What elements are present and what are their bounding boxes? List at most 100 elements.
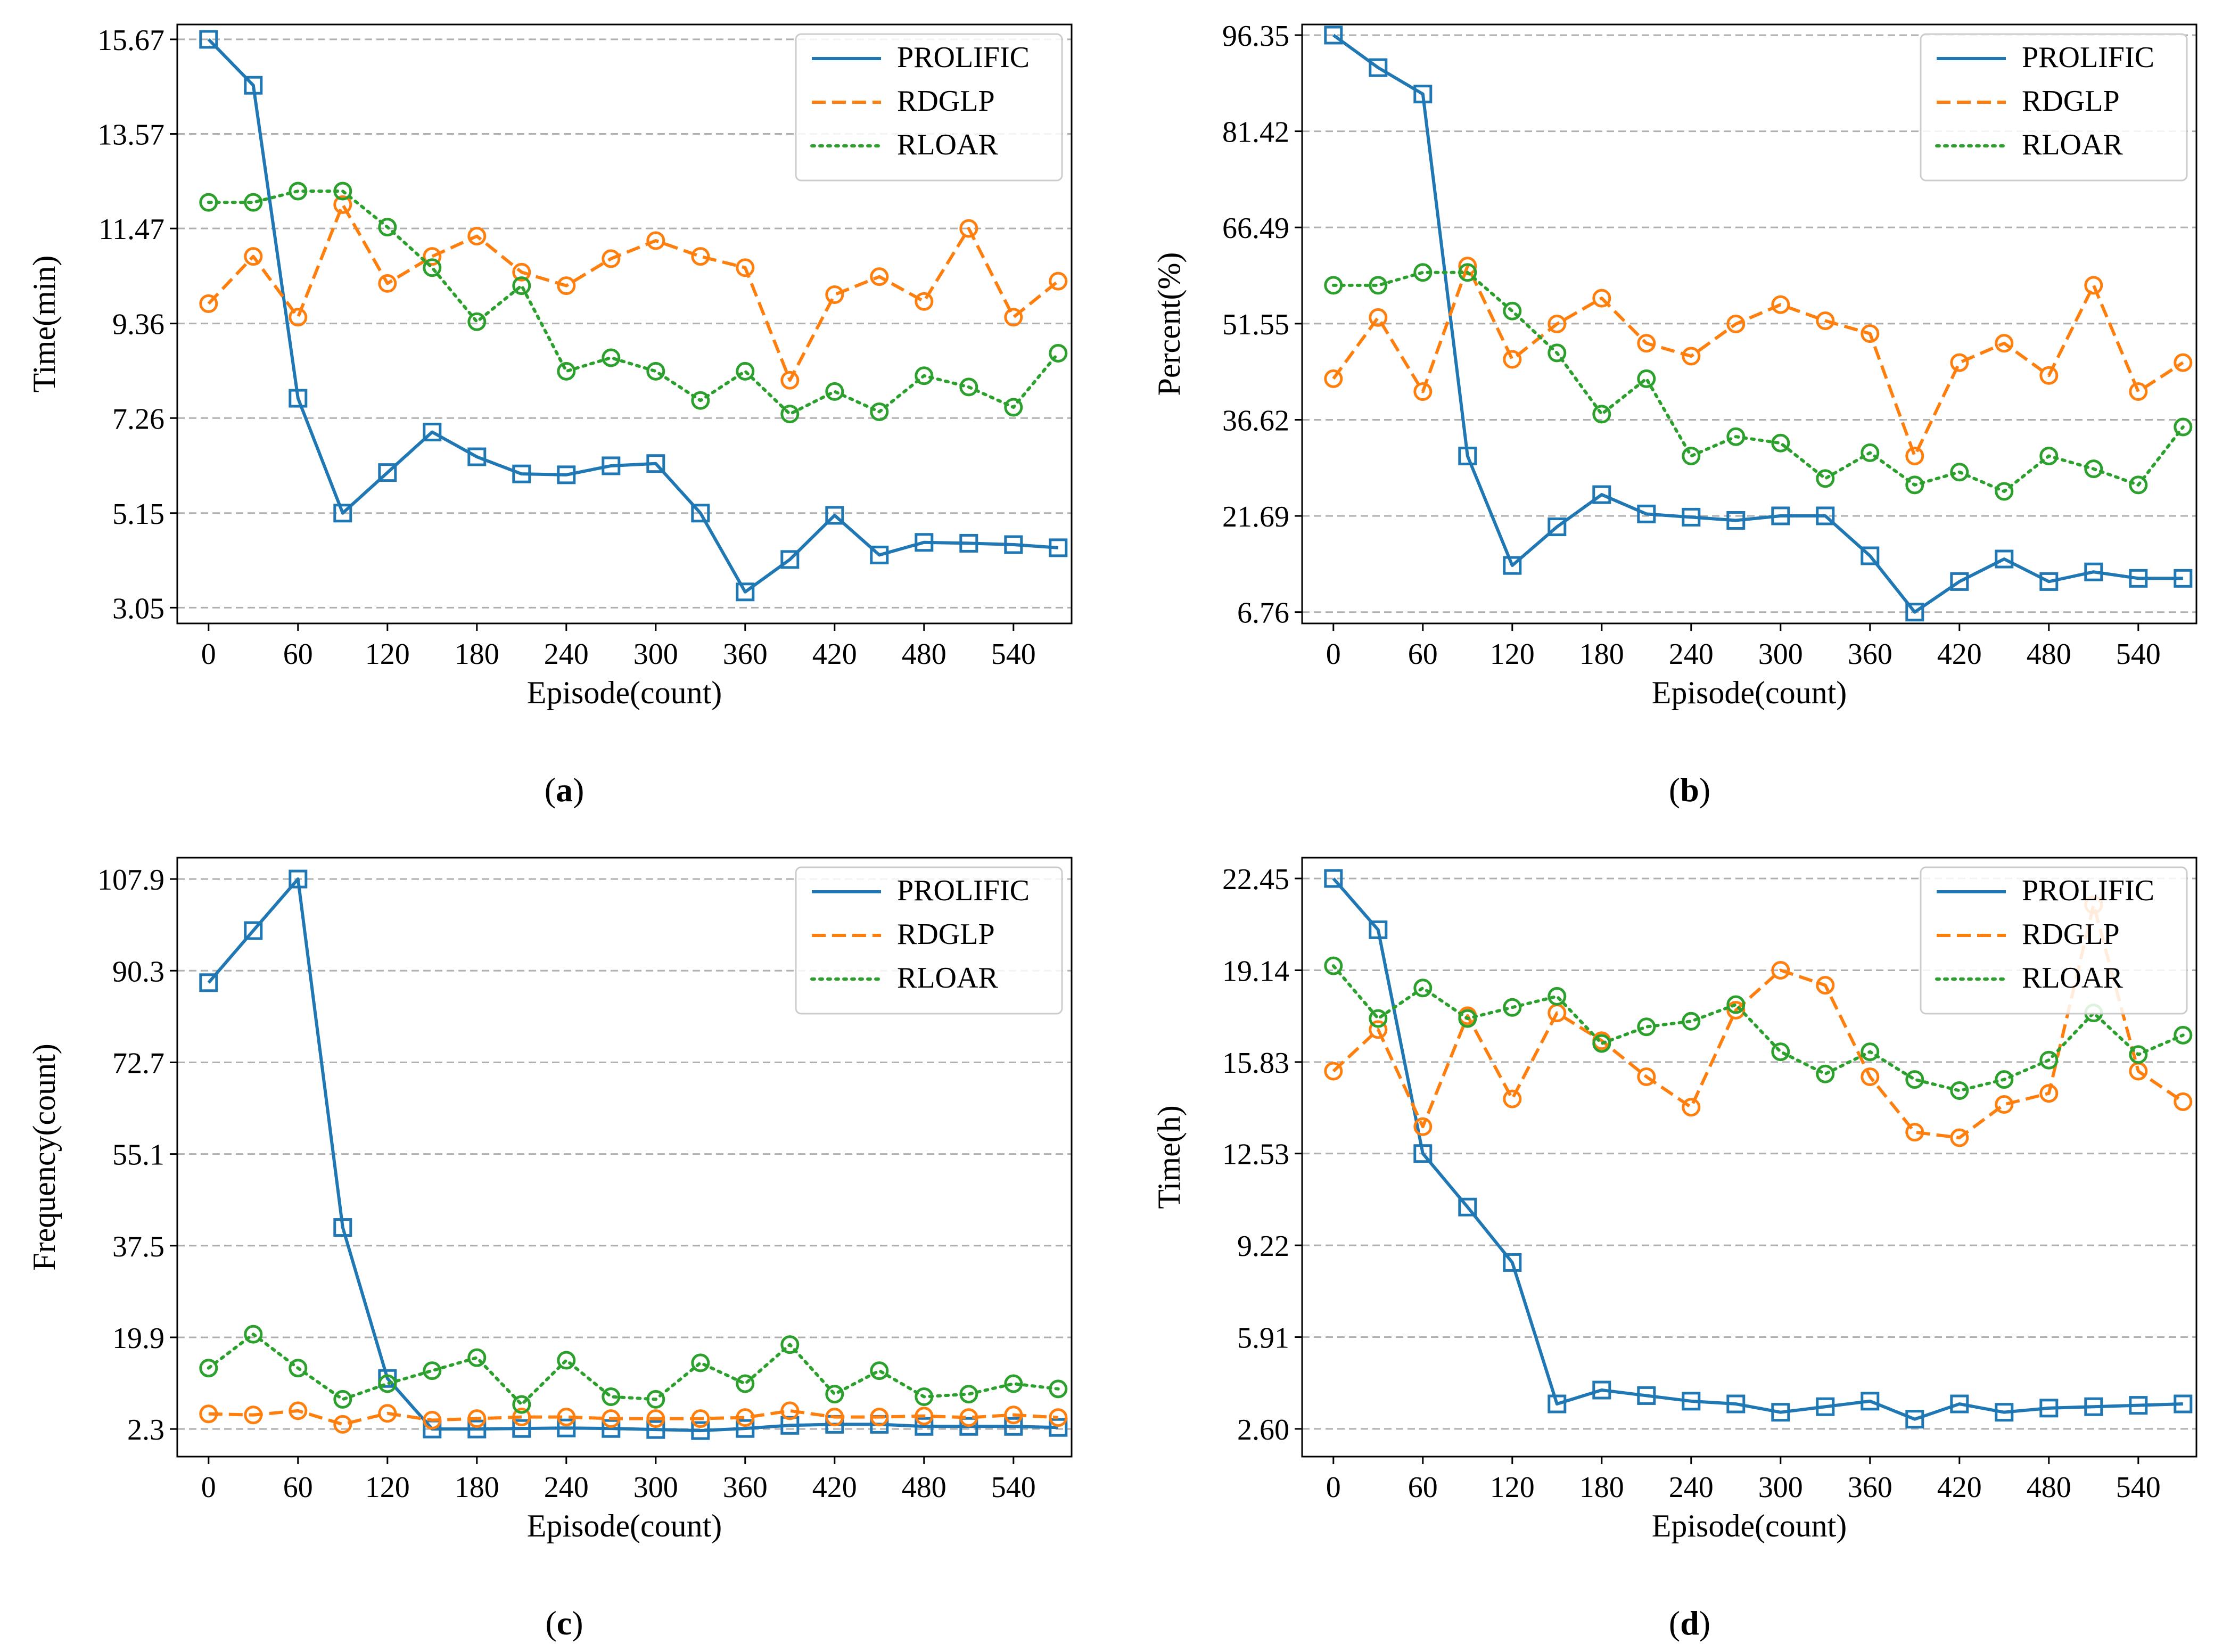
y-tick-label: 9.36 bbox=[112, 308, 164, 341]
data-point-rloar bbox=[423, 258, 442, 277]
data-point-rdglp bbox=[1816, 976, 1835, 995]
y-tick-label: 21.69 bbox=[1222, 500, 1289, 533]
data-point-prolific bbox=[602, 456, 621, 475]
data-point-rloar bbox=[780, 1335, 800, 1354]
data-point-rloar bbox=[2174, 1025, 2193, 1045]
data-point-prolific bbox=[199, 30, 218, 49]
data-point-rdglp bbox=[2039, 366, 2059, 385]
data-point-rdglp bbox=[557, 1408, 576, 1427]
x-tick-label: 120 bbox=[1490, 1471, 1535, 1504]
data-point-prolific bbox=[289, 389, 308, 408]
legend-label-prolific: PROLIFIC bbox=[897, 41, 1030, 74]
data-point-rloar bbox=[1637, 369, 1656, 388]
x-tick-label: 360 bbox=[723, 638, 768, 671]
legend-label-prolific: PROLIFIC bbox=[2022, 41, 2154, 74]
x-tick-label: 360 bbox=[1848, 638, 1892, 671]
data-point-rloar bbox=[1592, 405, 1611, 424]
legend-label-rdglp: RDGLP bbox=[2022, 85, 2120, 118]
y-tick-label: 107.9 bbox=[97, 864, 164, 897]
data-point-rloar bbox=[1905, 475, 1924, 495]
data-point-rloar bbox=[1004, 1374, 1023, 1393]
data-point-rdglp bbox=[2174, 1092, 2193, 1111]
data-point-rloar bbox=[1726, 427, 1746, 446]
x-tick-label: 240 bbox=[1669, 638, 1714, 671]
x-tick-label: 480 bbox=[902, 1471, 946, 1504]
x-tick-label: 420 bbox=[812, 638, 857, 671]
data-point-prolific bbox=[1771, 1403, 1790, 1422]
data-point-prolific bbox=[333, 1218, 352, 1237]
data-point-rdglp bbox=[736, 258, 755, 277]
legend-box bbox=[1920, 866, 2188, 1015]
data-point-prolific bbox=[646, 1420, 665, 1439]
data-point-rloar bbox=[1637, 1017, 1656, 1037]
x-axis-label: Episode(count) bbox=[527, 1508, 722, 1543]
data-point-rloar bbox=[1950, 463, 1969, 482]
data-point-prolific bbox=[2084, 562, 2103, 581]
data-point-prolific bbox=[1637, 504, 1656, 523]
data-point-prolific bbox=[1861, 546, 1880, 565]
panel-caption: (b) bbox=[1669, 771, 1710, 809]
data-point-prolific bbox=[1726, 511, 1746, 530]
x-tick-label: 0 bbox=[201, 638, 216, 671]
x-tick-label: 300 bbox=[633, 638, 678, 671]
x-tick-label: 0 bbox=[1326, 1471, 1341, 1504]
series-line-rloar bbox=[207, 189, 1060, 416]
legend-label-prolific: PROLIFIC bbox=[897, 874, 1030, 907]
data-point-rdglp bbox=[602, 249, 621, 268]
y-tick-label: 15.67 bbox=[97, 24, 164, 57]
data-point-rdglp bbox=[2129, 382, 2148, 401]
chart-panel-a: 3.05 5.15 7.26 9.36 11.47 13.57 15.67 0 60 120 180… bbox=[27, 23, 1073, 809]
data-point-rdglp bbox=[467, 227, 487, 246]
x-tick-label: 60 bbox=[1408, 1471, 1438, 1504]
x-tick-label: 240 bbox=[1669, 1471, 1714, 1504]
data-point-rloar bbox=[199, 1359, 218, 1378]
data-point-prolific bbox=[2039, 1399, 2059, 1418]
data-point-prolific bbox=[1004, 535, 1023, 554]
data-point-rdglp bbox=[1637, 1067, 1656, 1086]
legend-label-rdglp: RDGLP bbox=[897, 918, 995, 951]
data-point-prolific bbox=[1861, 1392, 1880, 1411]
data-point-prolific bbox=[1995, 549, 2014, 569]
data-point-rloar bbox=[333, 1390, 352, 1409]
y-tick-label: 5.15 bbox=[112, 498, 164, 531]
y-tick-label: 96.35 bbox=[1222, 20, 1289, 53]
data-point-rloar bbox=[959, 377, 978, 397]
data-point-prolific bbox=[959, 1417, 978, 1436]
data-point-rdglp bbox=[915, 1407, 934, 1426]
data-point-rloar bbox=[1049, 343, 1068, 363]
data-point-prolific bbox=[467, 447, 487, 466]
data-point-prolific bbox=[1726, 1394, 1746, 1413]
data-point-prolific bbox=[1458, 1197, 1477, 1217]
data-point-prolific bbox=[1413, 1144, 1433, 1163]
data-point-rdglp bbox=[736, 1408, 755, 1427]
data-point-prolific bbox=[2039, 572, 2059, 591]
data-point-rdglp bbox=[289, 1401, 308, 1420]
data-point-rdglp bbox=[1049, 272, 1068, 291]
data-point-rloar bbox=[2129, 475, 2148, 495]
data-point-prolific bbox=[1592, 1380, 1611, 1400]
data-point-rloar bbox=[512, 276, 531, 295]
data-point-prolific bbox=[423, 423, 442, 442]
data-point-rdglp bbox=[378, 1404, 397, 1423]
data-point-rloar bbox=[1771, 433, 1790, 453]
data-point-prolific bbox=[557, 1418, 576, 1437]
data-point-rdglp bbox=[1369, 1020, 1388, 1039]
data-point-rloar bbox=[378, 1374, 397, 1393]
data-point-prolific bbox=[1995, 1403, 2014, 1422]
data-point-rloar bbox=[915, 1387, 934, 1406]
data-point-rdglp bbox=[780, 371, 800, 390]
data-point-rloar bbox=[1548, 343, 1567, 363]
y-axis-label: Frequency(count) bbox=[27, 1043, 62, 1271]
data-point-prolific bbox=[1049, 538, 1068, 557]
data-point-rdglp bbox=[646, 231, 665, 250]
data-point-rloar bbox=[780, 405, 800, 424]
data-point-rdglp bbox=[1637, 334, 1656, 353]
series-line-rdglp bbox=[1332, 264, 2184, 458]
y-tick-label: 36.62 bbox=[1222, 405, 1289, 438]
data-point-rloar bbox=[467, 312, 487, 331]
x-tick-label: 360 bbox=[723, 1471, 768, 1504]
data-point-rdglp bbox=[1503, 1089, 1522, 1108]
data-point-rdglp bbox=[780, 1401, 800, 1420]
legend-label-rloar: RLOAR bbox=[897, 128, 998, 161]
data-point-prolific bbox=[378, 463, 397, 482]
